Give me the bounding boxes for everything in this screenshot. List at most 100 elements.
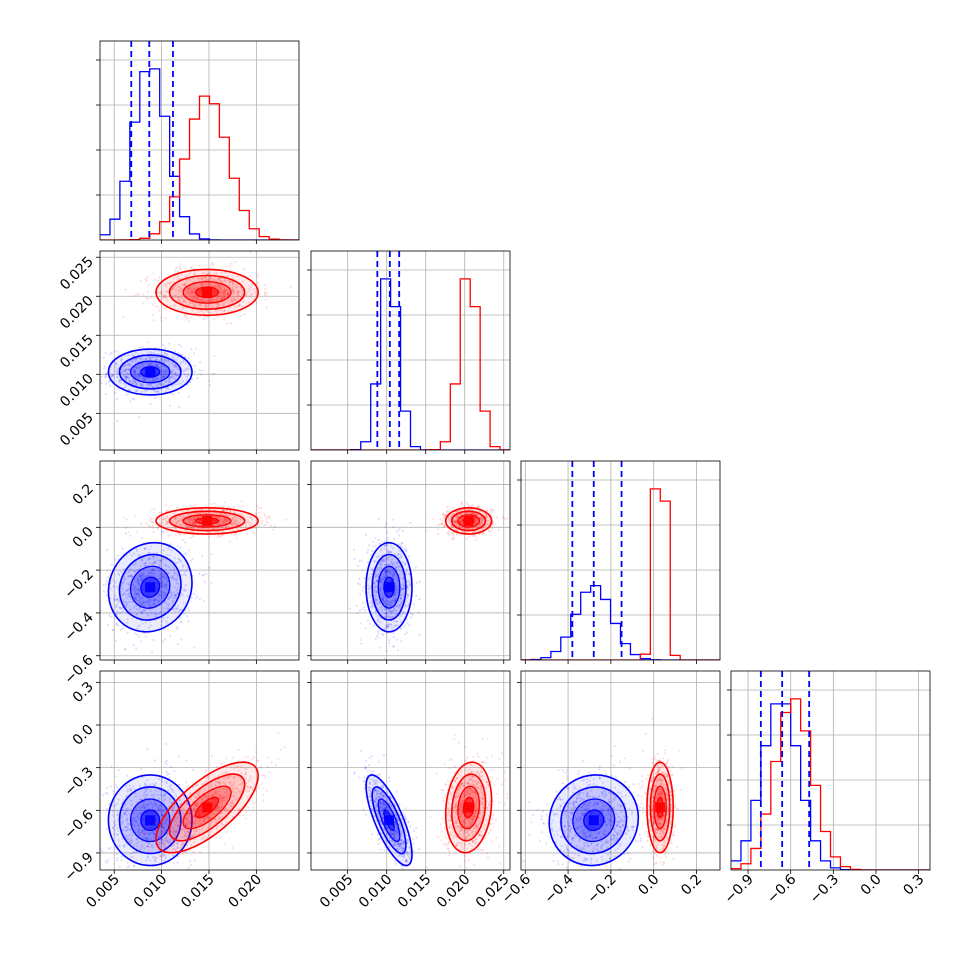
- scatter-point: [158, 359, 161, 362]
- scatter-point: [130, 353, 133, 356]
- scatter-point: [383, 602, 387, 605]
- scatter-point: [201, 283, 204, 286]
- scatter-point: [222, 520, 225, 523]
- scatter-point: [232, 291, 235, 294]
- scatter-point: [386, 603, 389, 606]
- scatter-point: [133, 552, 136, 555]
- scatter-point: [475, 526, 479, 529]
- scatter-point: [159, 577, 162, 580]
- scatter-point: [138, 575, 141, 578]
- scatter-point: [378, 646, 381, 649]
- scatter-point: [486, 522, 489, 525]
- scatter-point: [162, 358, 165, 361]
- scatter-point: [206, 309, 209, 312]
- scatter-point: [146, 855, 149, 858]
- scatter-point: [392, 574, 395, 577]
- scatter-point: [439, 518, 442, 521]
- scatter-point: [152, 599, 155, 603]
- scatter-point: [379, 589, 382, 593]
- scatter-point: [150, 296, 153, 299]
- scatter-point: [213, 318, 216, 321]
- scatter-point: [145, 386, 148, 389]
- scatter-point: [121, 808, 124, 812]
- scatter-point: [177, 532, 180, 535]
- scatter-point: [120, 585, 123, 588]
- scatter-point: [131, 874, 133, 876]
- scatter-point: [222, 508, 225, 512]
- scatter-point: [392, 547, 395, 550]
- scatter-point: [471, 534, 474, 538]
- scatter-point: [377, 630, 380, 633]
- scatter-point: [395, 576, 398, 579]
- scatter-point: [160, 824, 163, 827]
- scatter-point: [137, 372, 140, 376]
- scatter-point: [165, 353, 168, 356]
- scatter-point: [480, 517, 483, 520]
- scatter-point: [387, 549, 390, 553]
- scatter-point: [141, 804, 144, 808]
- scatter-point: [449, 519, 452, 523]
- scatter-point: [174, 522, 178, 526]
- scatter-point: [112, 585, 115, 588]
- scatter-point: [235, 523, 238, 526]
- scatter-point: [405, 568, 408, 571]
- scatter-point: [187, 525, 190, 528]
- scatter-point: [119, 381, 122, 384]
- scatter-point: [473, 530, 476, 533]
- scatter-point: [232, 282, 235, 285]
- scatter-point: [122, 516, 125, 519]
- scatter-point: [391, 563, 394, 566]
- scatter-point: [167, 607, 170, 610]
- scatter-point: [119, 628, 122, 632]
- scatter-point: [418, 580, 421, 584]
- scatter-point: [173, 844, 176, 847]
- scatter-point: [135, 599, 138, 602]
- scatter-point: [114, 594, 117, 597]
- scatter-point: [151, 597, 154, 600]
- scatter-point: [486, 523, 489, 526]
- scatter-point: [125, 372, 128, 375]
- scatter-point: [247, 520, 250, 523]
- scatter-point: [112, 374, 115, 377]
- scatter-point: [475, 517, 478, 520]
- scatter-point: [170, 594, 173, 597]
- scatter-point: [159, 611, 162, 614]
- scatter-point: [138, 833, 141, 836]
- scatter-point: [160, 292, 163, 295]
- scatter-point: [401, 541, 404, 544]
- scatter-point: [139, 384, 142, 387]
- scatter-point: [402, 587, 405, 590]
- scatter-point: [400, 584, 403, 587]
- scatter-point: [163, 283, 166, 287]
- scatter-point: [134, 358, 138, 361]
- scatter-point: [152, 378, 155, 381]
- scatter-point: [124, 810, 127, 813]
- scatter-point: [167, 363, 170, 366]
- scatter-point: [203, 304, 206, 307]
- scatter-point: [236, 305, 239, 308]
- scatter-point: [180, 620, 183, 623]
- scatter-point: [116, 610, 119, 613]
- scatter-point: [160, 825, 163, 828]
- scatter-point: [121, 371, 124, 374]
- scatter-point: [491, 508, 494, 512]
- scatter-point: [178, 519, 181, 523]
- scatter-point: [233, 312, 236, 315]
- scatter-point: [126, 631, 129, 635]
- scatter-point: [193, 517, 196, 520]
- scatter-point: [178, 558, 181, 561]
- scatter-point: [502, 516, 505, 519]
- scatter-point: [176, 270, 179, 273]
- scatter-point: [403, 584, 406, 587]
- scatter-point: [190, 882, 192, 884]
- scatter-point: [147, 626, 150, 629]
- scatter-point: [485, 509, 488, 512]
- scatter-point: [126, 372, 129, 375]
- scatter-point: [394, 599, 397, 602]
- scatter-point: [129, 575, 132, 578]
- scatter-point: [467, 527, 470, 531]
- scatter-point: [254, 512, 257, 515]
- scatter-point: [174, 533, 177, 536]
- scatter-point: [176, 275, 180, 279]
- scatter-point: [133, 370, 136, 374]
